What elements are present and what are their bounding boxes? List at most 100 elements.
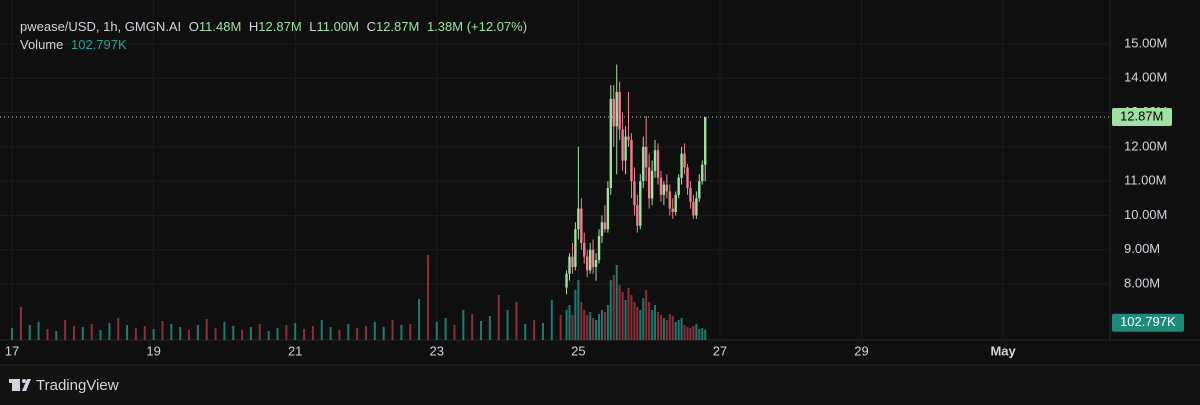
candle-body bbox=[695, 198, 698, 216]
volume-bar bbox=[689, 328, 692, 340]
volume-bar bbox=[642, 298, 645, 340]
volume-bar bbox=[665, 320, 668, 340]
volume-bar bbox=[311, 326, 314, 340]
candle-body bbox=[588, 249, 592, 271]
candle-body bbox=[665, 184, 669, 192]
open-label: O bbox=[188, 19, 199, 34]
volume-bar bbox=[488, 316, 491, 340]
volume-bar bbox=[595, 320, 598, 340]
last-price-box bbox=[1112, 107, 1172, 126]
change: 1.38M (+12.07%) bbox=[426, 19, 528, 34]
candle-body bbox=[662, 184, 666, 195]
volume-bar bbox=[550, 300, 553, 340]
volume-bar bbox=[651, 310, 654, 340]
volume-bar bbox=[568, 305, 571, 340]
candle-body bbox=[677, 177, 680, 195]
volume-bar bbox=[586, 315, 589, 340]
volume-bar bbox=[636, 307, 639, 340]
volume-bar bbox=[37, 322, 40, 340]
close-label: C bbox=[366, 19, 376, 34]
candle-body bbox=[674, 194, 677, 213]
low-label: L bbox=[309, 19, 317, 34]
volume-bar bbox=[583, 310, 586, 340]
volume-bar bbox=[580, 302, 583, 340]
volume-bar bbox=[143, 326, 146, 340]
candle-body bbox=[583, 242, 586, 257]
volume-bar bbox=[698, 329, 701, 340]
volume-bar bbox=[267, 331, 270, 340]
y-tick-label: 12.00M bbox=[1124, 138, 1167, 153]
volume-bar bbox=[232, 326, 235, 340]
candle-body bbox=[653, 150, 657, 171]
volume-bar bbox=[356, 328, 359, 340]
volume-bar bbox=[196, 325, 199, 340]
volume-bar bbox=[559, 315, 562, 340]
y-tick-label: 9.00M bbox=[1124, 241, 1160, 256]
volume-bar bbox=[692, 326, 695, 340]
volume-bar bbox=[108, 323, 111, 340]
volume-bar bbox=[677, 320, 680, 340]
volume-bar bbox=[571, 315, 574, 340]
volume-bar bbox=[565, 310, 568, 340]
candle-body bbox=[633, 181, 636, 206]
volume-bar bbox=[480, 321, 483, 340]
high-label: H bbox=[248, 19, 259, 34]
volume-bar bbox=[471, 314, 474, 340]
candle-body bbox=[668, 191, 672, 209]
candle-body bbox=[618, 91, 621, 130]
candle-body bbox=[671, 208, 674, 213]
x-tick-label: 25 bbox=[571, 343, 585, 358]
price-legend: pwease/USD, 1h, GMGN.AI O11.48M H12.87M … bbox=[20, 18, 531, 36]
candle-body bbox=[647, 167, 651, 199]
volume-bar bbox=[592, 318, 595, 340]
close-value: 12.87M bbox=[375, 19, 420, 34]
candle-body bbox=[580, 208, 583, 243]
volume-bar bbox=[55, 331, 58, 340]
volume-bar bbox=[574, 290, 577, 340]
candle-body bbox=[642, 146, 645, 182]
volume-bar bbox=[276, 328, 279, 340]
volume-bar bbox=[668, 314, 671, 340]
volume-bar bbox=[695, 324, 698, 340]
last-volume-label: 102.797K bbox=[1120, 314, 1176, 329]
volume-bar bbox=[418, 299, 421, 340]
volume-bar bbox=[524, 324, 527, 340]
candle-body bbox=[594, 260, 598, 267]
volume-bar bbox=[686, 327, 689, 340]
legend: pwease/USD, 1h, GMGN.AI O11.48M H12.87M … bbox=[20, 18, 531, 54]
candle-body bbox=[586, 256, 589, 271]
volume-bar bbox=[600, 310, 603, 340]
volume-title: Volume bbox=[20, 37, 64, 52]
volume-bar bbox=[134, 328, 137, 340]
volume-bar bbox=[462, 310, 465, 340]
volume-bar bbox=[577, 280, 580, 340]
volume-bar bbox=[126, 325, 129, 340]
volume-value: 102.797K bbox=[71, 37, 127, 52]
candle-body bbox=[704, 116, 707, 165]
volume-bar bbox=[683, 325, 686, 340]
volume-bar bbox=[364, 326, 367, 340]
y-tick-label: 14.00M bbox=[1124, 70, 1167, 85]
volume-bar bbox=[28, 325, 31, 340]
last-price-label: 12.87M bbox=[1120, 108, 1163, 123]
volume-bar bbox=[338, 330, 341, 340]
candle-body bbox=[606, 188, 610, 230]
candle-body bbox=[571, 256, 574, 267]
volume-bar bbox=[19, 307, 22, 340]
volume-bar bbox=[671, 316, 674, 340]
x-tick-label: 27 bbox=[713, 343, 727, 358]
volume-bar bbox=[303, 329, 306, 340]
volume-bar bbox=[533, 320, 536, 340]
footer-bar bbox=[0, 365, 1200, 405]
candle-body bbox=[650, 170, 654, 199]
volume-bar bbox=[606, 305, 609, 340]
volume-bar bbox=[506, 310, 509, 340]
last-volume-box bbox=[1112, 313, 1184, 332]
open-value: 11.48M bbox=[198, 19, 242, 34]
volume-bar bbox=[241, 330, 244, 340]
tradingview-logo bbox=[9, 379, 31, 391]
volume-bar bbox=[612, 275, 615, 340]
brand: TradingView bbox=[36, 377, 119, 394]
